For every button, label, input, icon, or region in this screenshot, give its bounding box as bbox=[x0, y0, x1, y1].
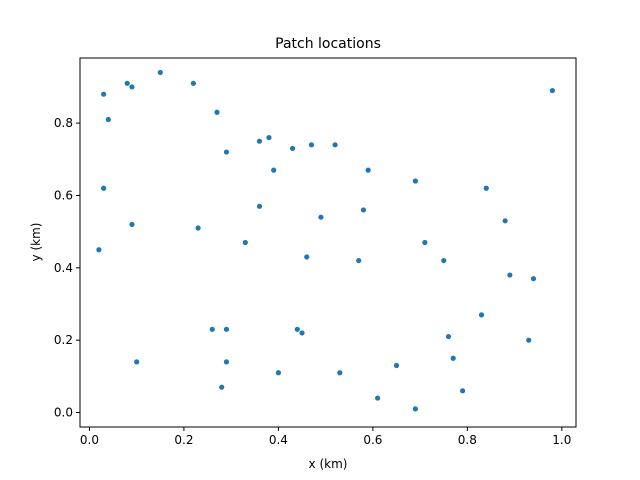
data-point bbox=[266, 134, 272, 141]
data-point bbox=[502, 218, 508, 224]
data-point bbox=[530, 276, 537, 282]
data-point bbox=[242, 239, 248, 246]
data-point bbox=[209, 326, 215, 332]
data-point bbox=[450, 355, 456, 361]
data-point bbox=[332, 142, 338, 148]
data-point bbox=[271, 167, 277, 173]
data-point bbox=[96, 247, 102, 253]
data-point bbox=[445, 333, 452, 340]
data-point bbox=[134, 359, 140, 365]
y-tick-label: 0.6 bbox=[54, 188, 73, 202]
data-point bbox=[308, 142, 315, 148]
plot-frame bbox=[79, 57, 577, 428]
data-point bbox=[105, 116, 111, 123]
data-point bbox=[365, 167, 371, 173]
data-point bbox=[256, 203, 263, 209]
data-point bbox=[360, 207, 367, 213]
y-axis: 0.0 0.2 0.4 0.6 0.8 bbox=[54, 116, 80, 420]
points-layer bbox=[96, 69, 555, 412]
data-point bbox=[223, 359, 230, 365]
data-point bbox=[129, 221, 135, 228]
data-point bbox=[214, 109, 220, 115]
data-point bbox=[460, 388, 466, 394]
data-point bbox=[129, 84, 135, 90]
x-axis: 0.0 0.2 0.4 0.6 0.8 1.0 bbox=[80, 427, 571, 447]
x-tick-label: 0.0 bbox=[80, 433, 99, 447]
data-point bbox=[422, 239, 428, 246]
data-point bbox=[223, 326, 230, 332]
data-point bbox=[393, 362, 400, 369]
data-point bbox=[507, 272, 513, 278]
data-point bbox=[219, 384, 225, 390]
data-point bbox=[375, 395, 381, 401]
data-point bbox=[304, 254, 310, 260]
data-point bbox=[483, 185, 489, 191]
data-point bbox=[124, 80, 130, 86]
x-tick-label: 0.8 bbox=[458, 433, 477, 447]
data-point bbox=[299, 330, 305, 336]
x-axis-label: x (km) bbox=[309, 457, 348, 471]
data-point bbox=[223, 149, 230, 155]
data-point bbox=[412, 178, 418, 184]
data-point bbox=[526, 337, 532, 343]
x-tick-label: 0.4 bbox=[269, 433, 288, 447]
data-point bbox=[190, 80, 196, 86]
x-tick-label: 0.6 bbox=[363, 433, 382, 447]
data-point bbox=[318, 214, 324, 220]
y-tick-label: 0.0 bbox=[54, 406, 73, 420]
data-point bbox=[101, 91, 107, 97]
y-tick-label: 0.8 bbox=[54, 116, 73, 130]
y-tick-label: 0.2 bbox=[54, 333, 73, 347]
chart-title: Patch locations bbox=[275, 36, 381, 52]
x-tick-label: 0.2 bbox=[174, 433, 193, 447]
data-point bbox=[412, 406, 418, 412]
data-point bbox=[101, 185, 107, 191]
data-point bbox=[275, 370, 281, 376]
data-point bbox=[256, 138, 263, 144]
data-point bbox=[441, 257, 447, 264]
data-point bbox=[195, 225, 201, 231]
y-tick-label: 0.4 bbox=[54, 261, 73, 275]
data-point bbox=[157, 69, 163, 76]
x-tick-label: 1.0 bbox=[552, 433, 571, 447]
y-axis-label: y (km) bbox=[29, 223, 43, 262]
data-point bbox=[478, 312, 485, 318]
data-point bbox=[356, 257, 362, 264]
data-point bbox=[549, 87, 555, 94]
data-point bbox=[294, 326, 300, 332]
data-point bbox=[337, 370, 343, 376]
data-point bbox=[289, 145, 296, 152]
